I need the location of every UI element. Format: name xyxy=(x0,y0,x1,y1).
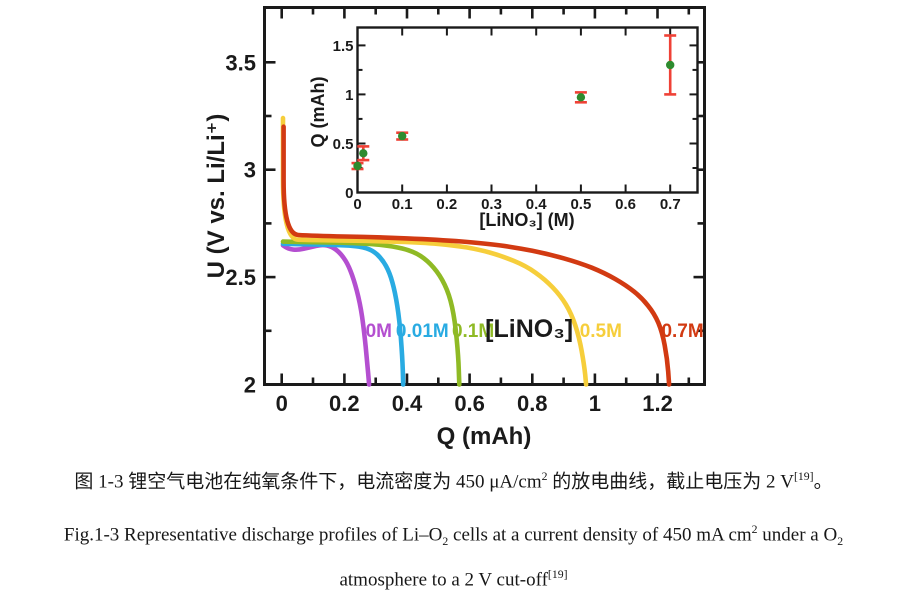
inset-plot-frame xyxy=(356,26,699,194)
curve-0.01M xyxy=(280,241,406,387)
svg-text:0.4: 0.4 xyxy=(392,391,423,416)
caption-english-line2: atmosphere to a 2 V cut-off[19] xyxy=(0,562,907,593)
curve-label-0.5M: 0.5M xyxy=(580,321,622,342)
curve-0M xyxy=(280,242,372,387)
curve-label-0.7M: 0.7M xyxy=(661,321,703,342)
caption-cn-period: 。 xyxy=(813,471,833,493)
caption-en1-text2: cells at a current density of 450 mA cm xyxy=(448,524,752,546)
caption-cn-citation: [19] xyxy=(793,470,814,483)
inset-data-points xyxy=(353,60,675,171)
svg-text:0.2: 0.2 xyxy=(436,196,457,213)
svg-text:0: 0 xyxy=(345,185,353,202)
svg-text:0.3: 0.3 xyxy=(481,196,502,213)
svg-text:0.2: 0.2 xyxy=(329,391,360,416)
chart-area: 0 0.2 0.4 0.6 0.8 1 1.2 2 2.5 3 3.5 Q (mAh) U (V vs.… xyxy=(203,6,706,450)
caption-en1-text3: under a O xyxy=(757,524,838,546)
svg-text:0.7: 0.7 xyxy=(660,196,681,213)
inset-plot: 0 0.1 0.2 0.3 0.4 0.5 0.6 0.7 0 0.5 1 1.5 [LiNO₃] (M… xyxy=(308,26,699,230)
svg-text:0.5: 0.5 xyxy=(333,136,354,153)
inset-axis-ticks xyxy=(356,27,698,194)
caption-en1-sup-cm2: 2 xyxy=(751,523,758,536)
main-tick-labels: 0 0.2 0.4 0.6 0.8 1 1.2 2 2.5 3 3.5 xyxy=(225,50,672,416)
svg-text:0: 0 xyxy=(353,196,361,213)
curve-0.7M xyxy=(281,124,672,387)
inset-point xyxy=(398,131,407,141)
svg-text:0: 0 xyxy=(276,391,288,416)
svg-text:0.4: 0.4 xyxy=(526,196,548,213)
svg-text:0.6: 0.6 xyxy=(454,391,485,416)
svg-text:3.5: 3.5 xyxy=(225,50,256,75)
inset-tick-labels: 0 0.1 0.2 0.3 0.4 0.5 0.6 0.7 0 0.5 1 1.5 xyxy=(333,38,681,213)
main-plot-frame xyxy=(263,6,706,386)
svg-text:2: 2 xyxy=(244,373,256,398)
inset-ylabel: Q (mAh) xyxy=(308,77,328,148)
curve-label-0.01M: 0.01M xyxy=(396,321,449,342)
main-xlabel: Q (mAh) xyxy=(437,423,532,450)
inset-point xyxy=(359,149,368,158)
curve-labels: 0M 0.01M 0.1M[LiNO₃] 0.5M 0.7M xyxy=(366,315,704,343)
inset-point xyxy=(353,161,362,171)
caption-en1-text: Fig.1-3 Representative discharge profile… xyxy=(63,524,443,546)
curve-0.1M xyxy=(280,239,462,387)
svg-text:1.2: 1.2 xyxy=(642,391,673,416)
caption-english-line1: Fig.1-3 Representative discharge profile… xyxy=(0,517,907,555)
caption-cn-sup-cm2: 2 xyxy=(541,470,548,483)
svg-text:0.6: 0.6 xyxy=(615,196,636,213)
caption-cn-text: 图 1-3 锂空气电池在纯氧条件下，电流密度为 450 μA/cm xyxy=(74,471,542,493)
inset-xlabel: [LiNO₃] (M) xyxy=(479,210,574,230)
main-plot: 0 0.2 0.4 0.6 0.8 1 1.2 2 2.5 3 3.5 Q (mAh) U (V vs.… xyxy=(203,6,706,450)
main-ylabel: U (V vs. Li/Li⁺) xyxy=(203,114,230,279)
caption-en2-text: atmosphere to a 2 V cut-off xyxy=(339,569,548,591)
curve-label-LiNO: [LiNO₃] xyxy=(485,315,573,343)
caption-en1-sub-o2a: 2 xyxy=(442,535,449,549)
inset-point xyxy=(666,60,675,70)
caption-en2-citation: [19] xyxy=(547,568,568,581)
caption-en1-sub-o2b: 2 xyxy=(837,535,844,549)
svg-text:2.5: 2.5 xyxy=(225,265,256,290)
caption-cn-text2: 的放电曲线，截止电压为 2 V xyxy=(547,471,794,493)
svg-text:0.8: 0.8 xyxy=(517,391,548,416)
main-axis-ticks xyxy=(264,7,705,386)
svg-text:1: 1 xyxy=(345,87,353,104)
inset-point xyxy=(576,93,586,102)
discharge-curves xyxy=(280,115,672,387)
discharge-chart-svg: 0 0.2 0.4 0.6 0.8 1 1.2 2 2.5 3 3.5 Q (mAh) U (V vs.… xyxy=(203,6,706,450)
svg-text:3: 3 xyxy=(244,158,256,183)
svg-text:1.5: 1.5 xyxy=(333,38,354,55)
svg-text:0.1: 0.1 xyxy=(392,196,413,213)
curve-label-0.1M: 0.1M xyxy=(452,321,494,342)
svg-text:0.5: 0.5 xyxy=(570,196,591,213)
svg-text:1: 1 xyxy=(589,391,601,416)
curve-0.5M xyxy=(280,115,589,387)
caption-chinese: 图 1-3 锂空气电池在纯氧条件下，电流密度为 450 μA/cm2 的放电曲线… xyxy=(0,464,907,495)
curve-label-0M: 0M xyxy=(366,321,392,342)
